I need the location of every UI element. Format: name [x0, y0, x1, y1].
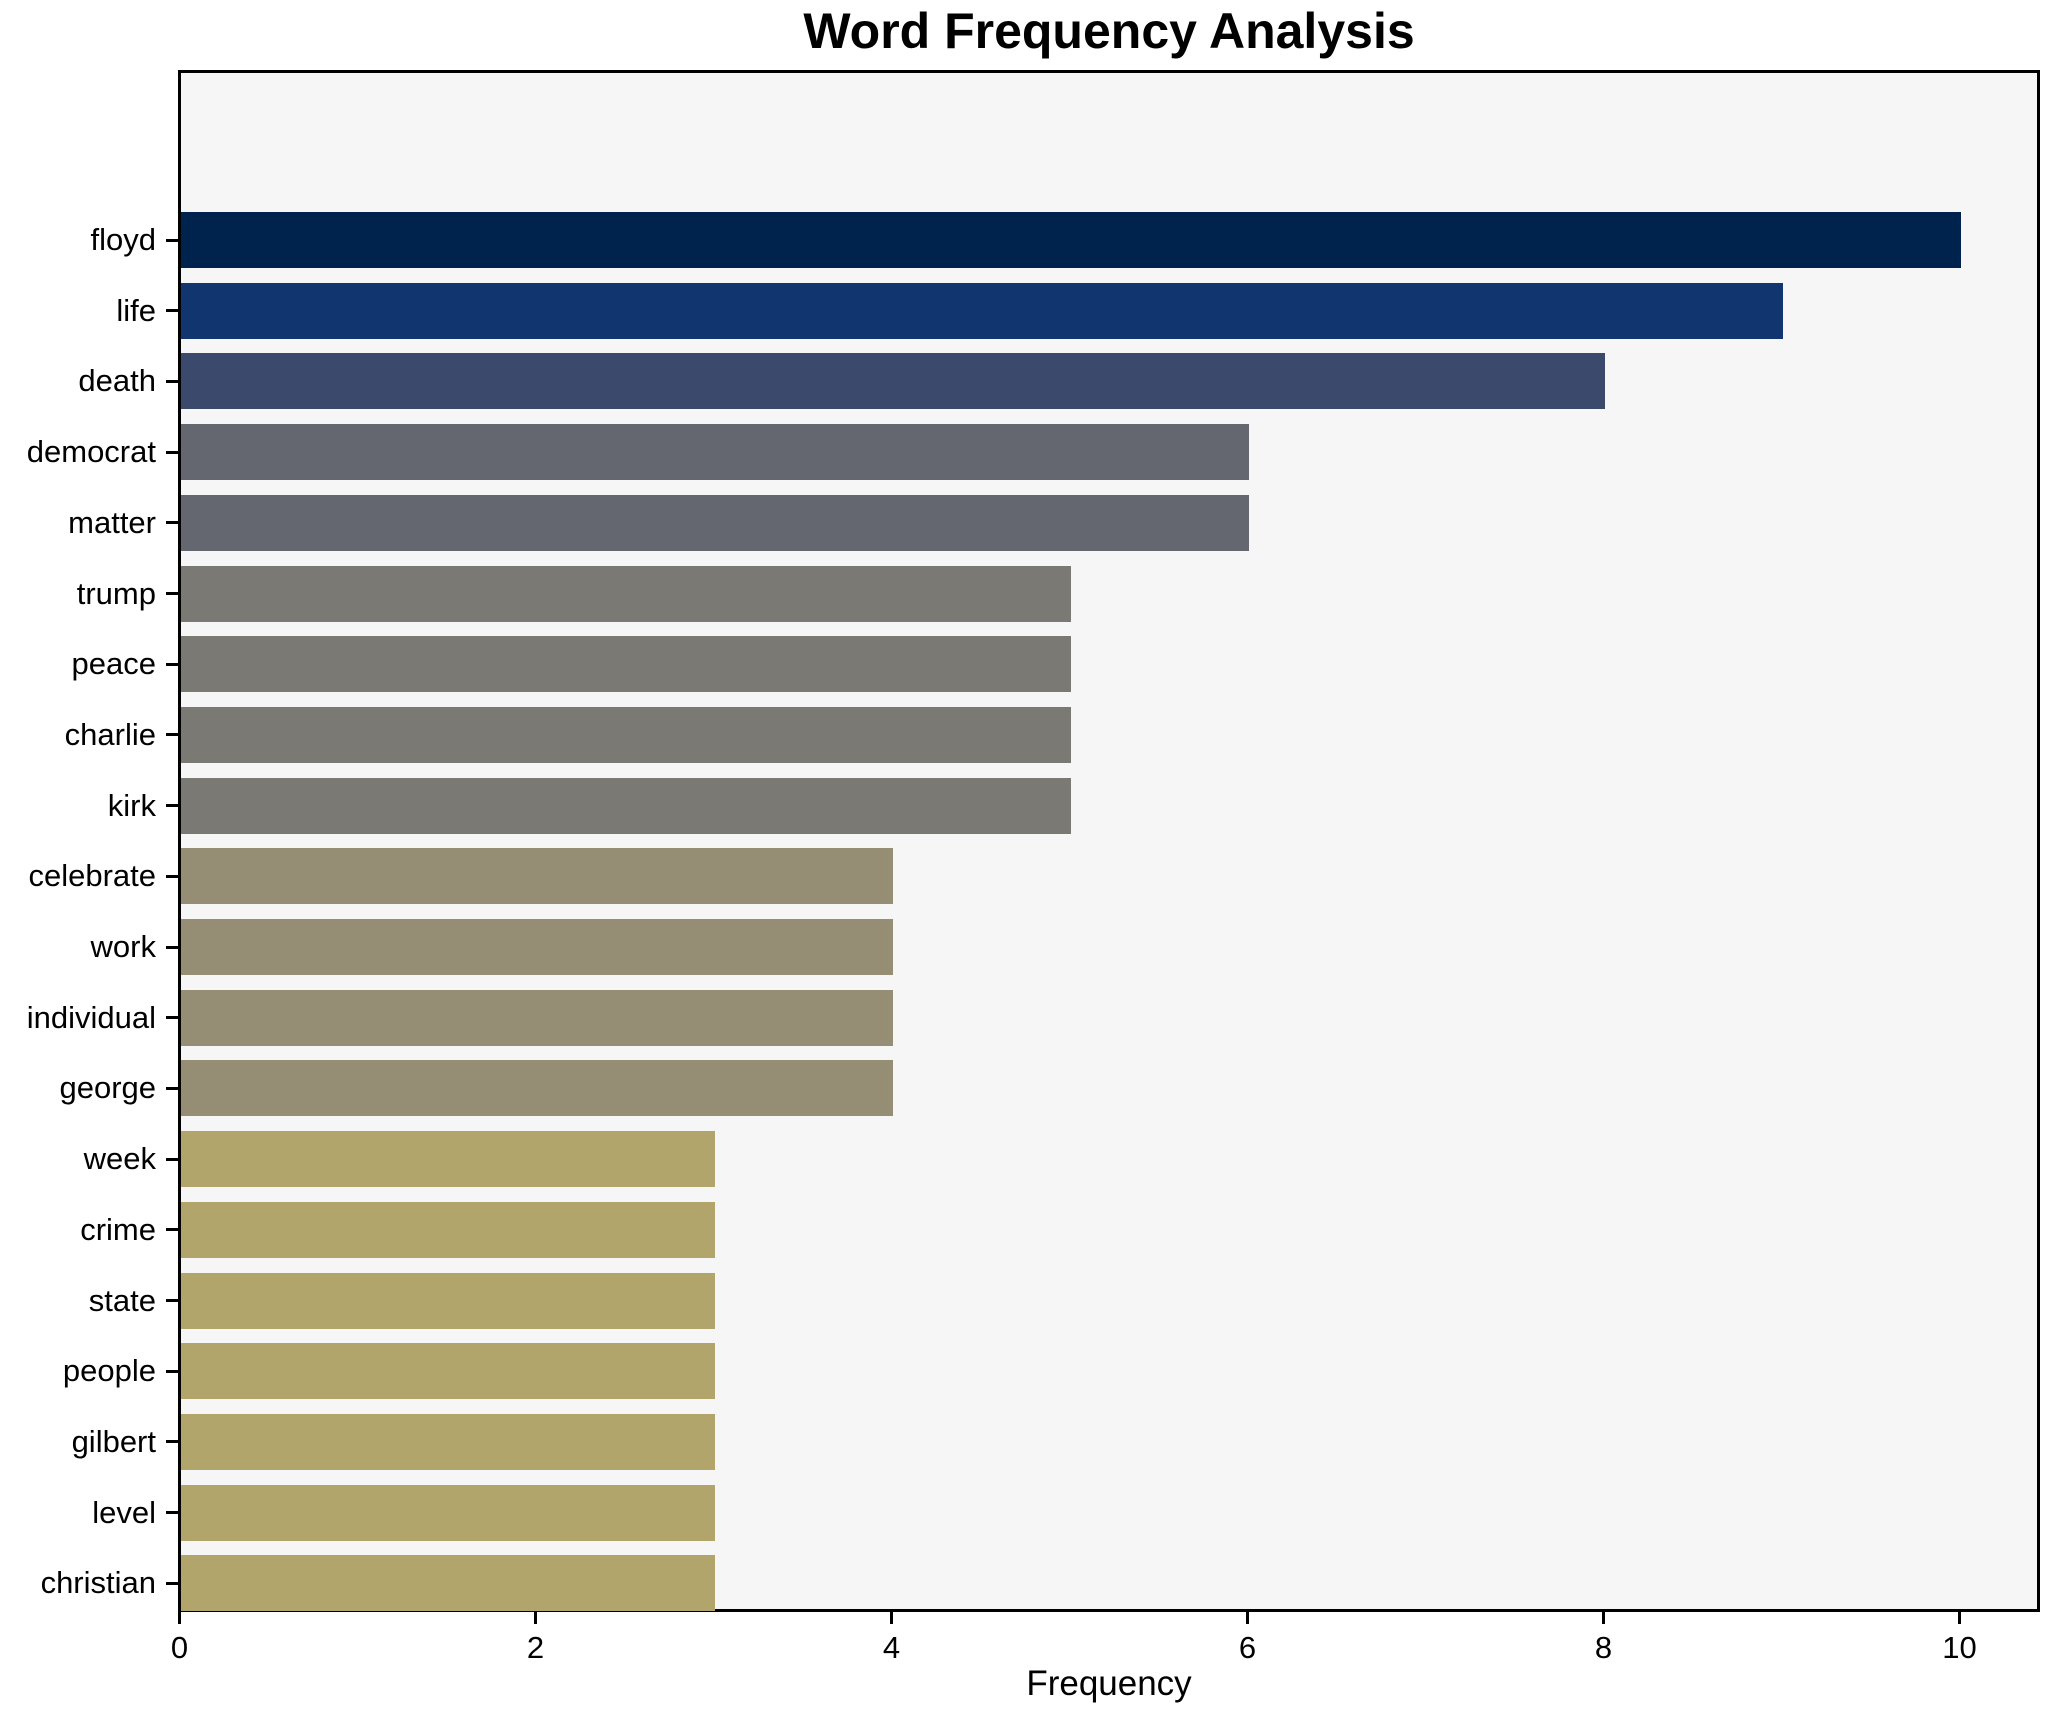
y-tick [166, 1369, 178, 1373]
y-tick-label: matter [68, 504, 156, 540]
y-tick-label: life [116, 292, 156, 328]
y-tick [166, 592, 178, 595]
x-tick-label: 0 [170, 1630, 189, 1665]
bar-gilbert [181, 1413, 715, 1470]
x-tick [1246, 1612, 1249, 1624]
y-tick-label: trump [76, 575, 156, 611]
bar-peace [181, 636, 1071, 693]
y-tick-label: state [88, 1282, 156, 1318]
y-tick-label: death [78, 363, 156, 399]
y-tick [166, 1511, 178, 1515]
y-tick [166, 662, 178, 666]
bar-celebrate [181, 848, 893, 905]
y-tick [166, 309, 178, 313]
y-tick-label: people [62, 1353, 156, 1389]
y-tick [166, 521, 178, 525]
bar-people [181, 1343, 715, 1400]
chart-title: Word Frequency Analysis [803, 3, 1415, 59]
bar-life [181, 282, 1783, 339]
x-tick-label: 8 [1594, 1630, 1613, 1665]
bar-floyd [181, 212, 1961, 268]
x-tick [534, 1612, 537, 1624]
bar-kirk [181, 777, 1071, 834]
x-tick [890, 1612, 893, 1624]
x-axis-label: Frequency [1026, 1664, 1192, 1703]
bar-death [181, 353, 1605, 410]
x-tick-label: 2 [526, 1630, 545, 1665]
bar-work [181, 919, 893, 975]
x-tick [178, 1612, 181, 1624]
y-tick [166, 238, 178, 242]
y-tick [166, 1440, 178, 1444]
y-tick [166, 1581, 178, 1585]
y-tick-label: gilbert [71, 1423, 156, 1459]
y-tick [166, 1299, 178, 1302]
y-tick [166, 450, 178, 454]
bar-level [181, 1484, 715, 1541]
bar-george [181, 1060, 893, 1117]
y-tick-label: work [90, 929, 156, 964]
bar-crime [181, 1201, 715, 1258]
bar-democrat [181, 424, 1249, 481]
y-tick [166, 1157, 178, 1161]
bar-state [181, 1272, 715, 1329]
bar-individual [181, 989, 893, 1046]
y-tick [166, 1228, 178, 1232]
y-tick-label: democrat [26, 434, 156, 470]
x-tick-label: 4 [882, 1630, 901, 1665]
y-tick-label: peace [71, 646, 156, 682]
x-tick [1958, 1612, 1961, 1624]
y-tick [166, 733, 178, 737]
y-tick [166, 945, 178, 949]
y-tick-label: individual [26, 999, 156, 1035]
bar-matter [181, 494, 1249, 551]
bar-week [181, 1131, 715, 1188]
y-tick [166, 379, 178, 383]
x-tick [1602, 1612, 1605, 1624]
bar-christian [181, 1555, 715, 1612]
y-tick-label: george [59, 1070, 156, 1106]
y-tick-label: celebrate [28, 858, 156, 894]
x-tick-label: 6 [1238, 1630, 1257, 1665]
y-tick-label: floyd [90, 222, 156, 257]
y-tick-label: charlie [64, 716, 156, 752]
y-tick-label: week [83, 1141, 156, 1177]
bar-trump [181, 565, 1071, 622]
y-tick [166, 1086, 178, 1090]
y-tick-label: kirk [107, 787, 156, 823]
x-tick-label: 10 [1942, 1630, 1977, 1665]
bar-charlie [181, 706, 1071, 763]
y-tick-label: level [92, 1494, 156, 1530]
y-tick [166, 1016, 178, 1020]
y-tick [166, 874, 178, 878]
y-tick [166, 804, 178, 808]
y-tick-label: crime [80, 1211, 156, 1247]
y-tick-label: christian [40, 1565, 156, 1601]
